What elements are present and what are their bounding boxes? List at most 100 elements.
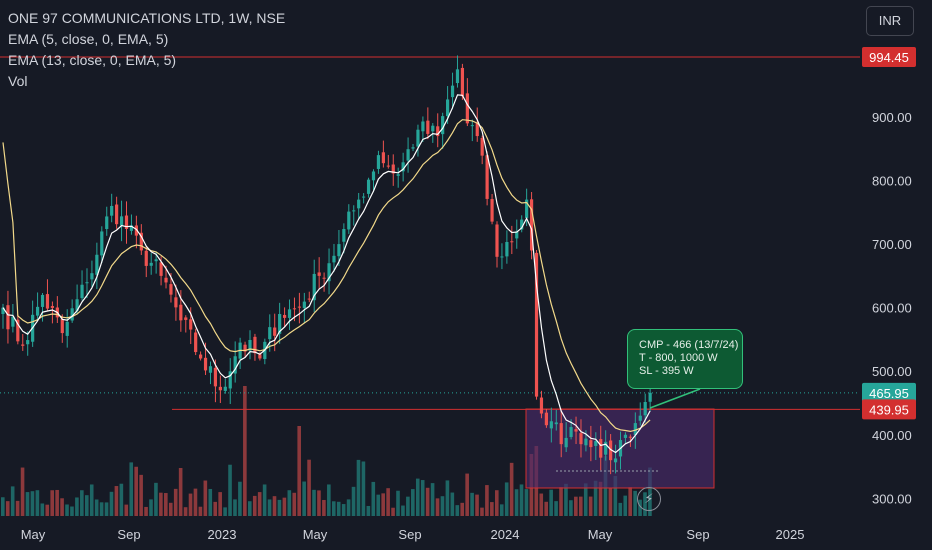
x-tick-label: 2023 [208,527,237,542]
candle [184,315,188,333]
volume-bar [173,488,178,516]
currency-button[interactable]: INR [866,6,914,36]
candle [411,143,415,152]
candle [623,432,628,444]
volume-bar [223,507,227,516]
ema-5-legend[interactable]: EMA (5, close, 0, EMA, 5) [8,31,169,47]
x-tick-label: Sep [117,527,140,542]
volume-bar [20,467,25,516]
candle [119,200,124,242]
y-tick-label: 700.00 [872,237,912,252]
volume-bar [15,500,20,516]
candle [233,341,237,383]
candle [347,204,351,234]
volume-bar [371,481,376,516]
candle [268,314,272,352]
x-tick-label: May [21,527,46,542]
volume-bar [356,459,361,516]
candle [327,248,331,295]
volume-bar [564,483,568,516]
candle [297,292,301,324]
volume-bar [84,495,89,516]
volume-bar [104,502,109,516]
volume-legend[interactable]: Vol [8,73,28,89]
callout-pointer [649,388,701,409]
candle [21,333,25,351]
volume-bar [628,487,632,516]
candle [436,113,440,148]
volume-bar [514,489,519,516]
candle [510,225,514,255]
volume-bar [608,488,613,516]
volume-bar [480,507,484,516]
candle [426,107,430,140]
ema-5-line [2,94,651,454]
y-tick-label: 600.00 [872,301,912,316]
candle [115,196,119,229]
volume-bar [559,486,563,516]
x-tick-label: 2025 [776,527,805,542]
candle [218,375,222,403]
candle [421,116,425,142]
candle [401,152,405,182]
candle [105,206,109,236]
candle [194,328,198,356]
candle [579,419,583,458]
candle [70,299,74,323]
trade-callout: CMP - 466 (13/7/24) T - 800, 1000 W SL -… [627,329,743,389]
candle [520,215,524,233]
volume-bar [282,497,287,516]
volume-bar [376,494,381,516]
candle [1,303,5,329]
candle [278,302,282,344]
ema-13-legend[interactable]: EMA (13, close, 0, EMA, 5) [8,52,177,68]
candle [386,154,390,169]
volume-bar [331,501,336,516]
volume-bar [406,496,410,516]
candle [554,409,558,431]
lightning-bolt-icon[interactable]: ⚡︎ [637,487,661,511]
svg-text:465.95: 465.95 [869,386,909,401]
candle [95,242,99,290]
candle [574,416,578,445]
candle [416,124,420,157]
candle [485,151,489,206]
volume-bar [386,488,390,516]
volume-bar [470,492,474,516]
candle [124,201,129,244]
volume-bar [327,484,331,516]
price-label: 465.95 [862,382,916,403]
candle [480,135,484,165]
candle [40,292,45,322]
volume-bar [159,492,163,516]
symbol-title: ONE 97 COMMUNICATIONS LTD, 1W, NSE [8,10,286,26]
x-tick-label: Sep [686,527,709,542]
volume-bar [524,489,529,516]
volume-bar [633,490,637,516]
volume-bar [499,504,504,516]
candle [213,359,218,403]
candle [332,243,336,272]
volume-bar [178,468,183,516]
volume-bar [272,496,277,516]
volume-bar [495,490,499,516]
candle [31,300,35,347]
volume-bar [188,493,193,516]
volume-bar [99,502,104,516]
candle [362,193,366,204]
volume-bar [228,464,232,516]
volume-bar [50,490,54,516]
volume-bar [218,492,222,516]
x-axis: May Sep 2023 May Sep 2024 May Sep 2025 [21,527,805,542]
volume-bar [55,489,59,516]
volume-bar [129,462,134,516]
volume-bar [198,506,203,516]
volume-bar [203,480,208,516]
volume-bar [445,480,450,516]
candle [613,444,618,474]
candle [599,425,603,471]
volume-bar [465,473,469,516]
candle [90,260,94,288]
